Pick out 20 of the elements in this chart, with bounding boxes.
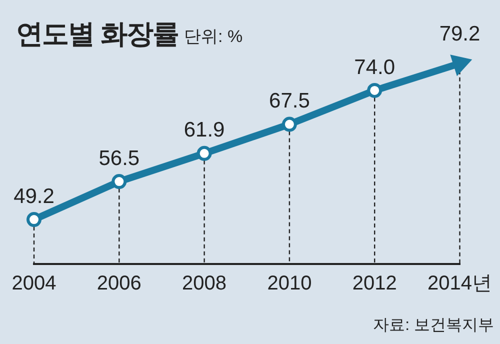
point <box>26 212 42 228</box>
data-label: 74.0 <box>354 56 396 79</box>
text: 자료: 보건복지부 <box>373 316 494 336</box>
data-label: 61.9 <box>184 118 225 142</box>
point <box>282 116 297 132</box>
data-label: 67.5 <box>269 90 310 113</box>
chart-title: 연도별 화장률 <box>16 18 179 51</box>
data-label: 56.5 <box>98 146 140 170</box>
x-tick-label: 2014년 <box>428 272 492 295</box>
x-tick-label: 2006 <box>96 272 142 295</box>
data-label: 79.2 <box>439 22 480 46</box>
x-tick-label: 2008 <box>182 272 227 295</box>
point <box>112 174 127 190</box>
point <box>367 82 382 98</box>
x-tick-label: 2010 <box>267 272 312 295</box>
chart-subtitle: 단위: % <box>184 26 243 48</box>
x-tick-label: 2012 <box>352 272 397 295</box>
data-label: 49.2 <box>14 184 54 208</box>
x-tick-label: 2004 <box>12 272 56 295</box>
point <box>196 146 212 161</box>
